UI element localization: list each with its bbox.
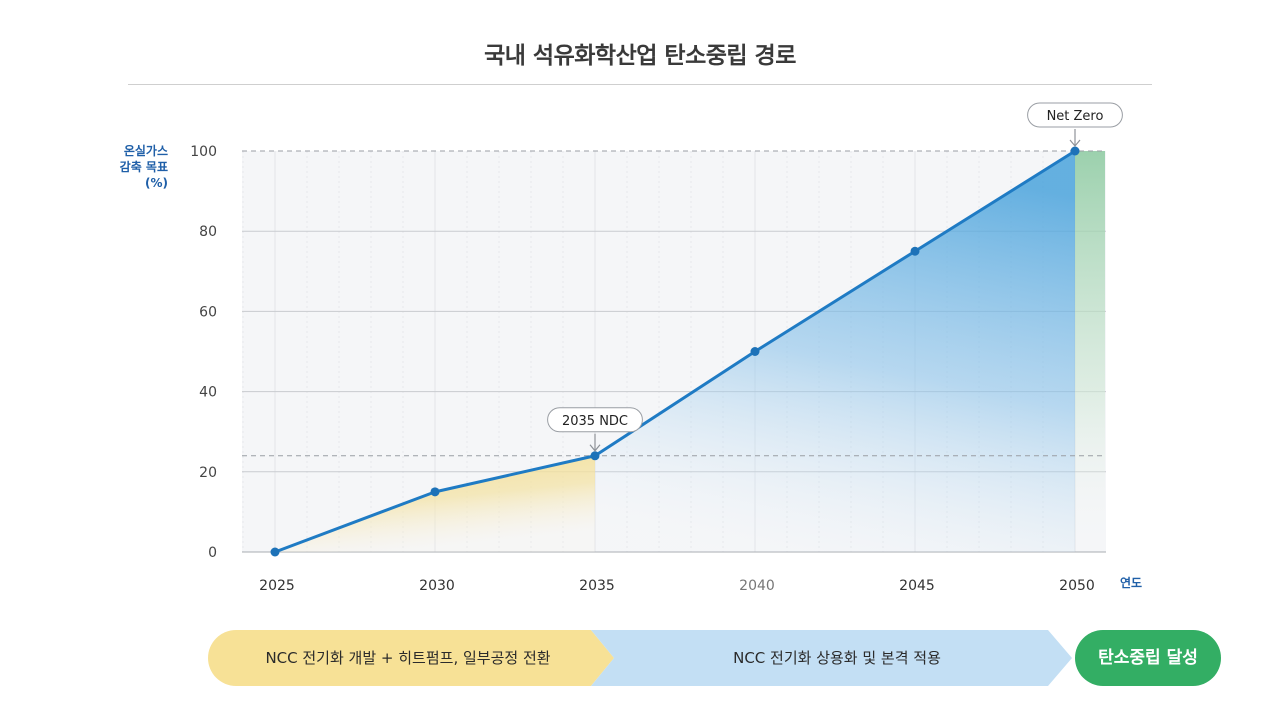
arrow-head-icon bbox=[589, 444, 601, 452]
y-axis-title-line-2: 감축 목표 bbox=[119, 160, 168, 174]
y-tick-label: 80 bbox=[199, 224, 217, 240]
annotation-callout: Net Zero bbox=[1027, 102, 1123, 147]
y-tick-label: 40 bbox=[199, 385, 217, 401]
x-tick-label: 2030 bbox=[419, 578, 455, 594]
annotations: 2035 NDC Net Zero bbox=[547, 102, 1123, 452]
y-axis-title-line-1: 온실가스 bbox=[123, 144, 168, 158]
x-axis-title: 연도 bbox=[1120, 576, 1143, 590]
y-tick-label: 100 bbox=[190, 144, 217, 160]
data-point bbox=[430, 487, 440, 497]
y-axis-title-line-3: (%) bbox=[145, 176, 168, 190]
y-tick-label: 60 bbox=[199, 304, 217, 320]
phase-2-label: NCC 전기화 상용화 및 본격 적용 bbox=[733, 649, 941, 667]
x-tick-label: 2045 bbox=[899, 578, 935, 594]
annotation-pill bbox=[547, 407, 643, 433]
shade-phase-2 bbox=[595, 151, 1075, 552]
y-tick-label: 20 bbox=[199, 465, 217, 481]
annotation-pill bbox=[1027, 102, 1123, 128]
arrow-head-icon bbox=[1069, 139, 1081, 147]
y-tick-label: 0 bbox=[208, 545, 217, 561]
phase-3-label: 탄소중립 달성 bbox=[1075, 630, 1221, 686]
series-line-path bbox=[273, 149, 1077, 554]
reference-lines bbox=[242, 150, 1106, 457]
title-divider bbox=[128, 84, 1152, 85]
series-line bbox=[270, 146, 1080, 557]
shaded-regions bbox=[275, 151, 1105, 552]
x-tick-label: 2050 bbox=[1059, 578, 1095, 594]
data-point bbox=[270, 547, 280, 557]
shade-phase-1 bbox=[275, 455, 595, 552]
annotation-callout: 2035 NDC bbox=[547, 407, 643, 452]
chart-title: 국내 석유화학산업 탄소중립 경로 bbox=[484, 43, 796, 69]
y-axis-title: 온실가스 감축 목표 (%) bbox=[96, 143, 168, 191]
x-tick-label: 2040 bbox=[739, 578, 775, 594]
data-point bbox=[910, 246, 920, 256]
data-point bbox=[590, 451, 600, 461]
annotation-label: Net Zero bbox=[1047, 109, 1104, 124]
phase-1-label: NCC 전기화 개발 + 히트펌프, 일부공정 전환 bbox=[265, 649, 551, 667]
x-tick-label: 2025 bbox=[259, 578, 295, 594]
shade-phase-3 bbox=[1075, 151, 1105, 552]
x-tick-label: 2035 bbox=[579, 578, 615, 594]
data-point bbox=[1070, 146, 1080, 156]
data-point bbox=[750, 347, 760, 356]
annotation-label: 2035 NDC bbox=[562, 414, 628, 429]
